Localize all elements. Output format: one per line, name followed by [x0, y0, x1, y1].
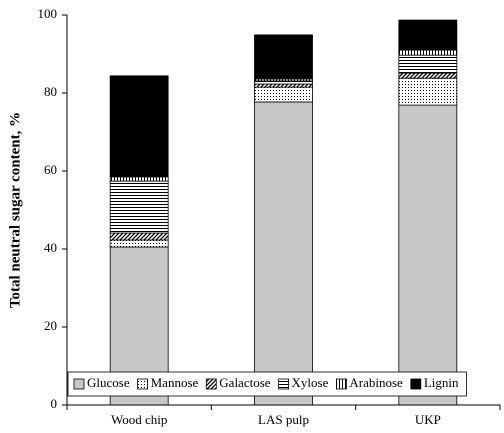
- bar-segment: [398, 19, 458, 51]
- y-tick-label: 80: [44, 84, 57, 99]
- bar-segment: [398, 72, 458, 79]
- y-tick-label: 40: [44, 240, 57, 255]
- y-tick-label: 20: [44, 318, 57, 333]
- legend-label: Glucose: [87, 375, 130, 390]
- bar-segment: [109, 176, 169, 182]
- bar-segment: [398, 49, 458, 56]
- x-tick-label: Wood chip: [111, 412, 167, 427]
- legend-swatch: [205, 378, 217, 390]
- bar-segment: [254, 83, 313, 88]
- legend-label: Mannose: [151, 375, 199, 390]
- legend-box: [67, 371, 467, 397]
- bar-segment: [109, 232, 169, 241]
- legend-swatch: [137, 378, 149, 390]
- legend-swatch: [335, 378, 347, 390]
- legend-label: Arabinose: [349, 375, 403, 390]
- bar-segment: [109, 180, 169, 234]
- bar-segment: [109, 75, 169, 178]
- bar-segment: [254, 34, 313, 80]
- y-tick-label: 100: [38, 6, 58, 21]
- x-tick-label: UKP: [415, 412, 441, 427]
- legend-label: Lignin: [424, 375, 459, 390]
- legend-label: Galactose: [219, 375, 270, 390]
- y-tick-label: 60: [44, 162, 57, 177]
- bar-segment: [398, 104, 458, 406]
- x-tick-label: LAS pulp: [258, 412, 309, 427]
- bar-segment: [109, 239, 169, 248]
- bar-segment: [254, 80, 313, 85]
- legend-swatch: [73, 378, 85, 390]
- legend-swatch: [410, 378, 422, 390]
- legend-label: Xylose: [292, 375, 329, 390]
- bar-segment: [398, 77, 458, 106]
- bar-segment: [254, 86, 313, 103]
- bar-segment: [398, 54, 458, 74]
- y-axis-label: Total neutral sugar content, %: [7, 112, 23, 308]
- y-tick-label: 0: [51, 396, 58, 411]
- legend: Glucose Mannose Galactose Xylose Arabinose Li…: [67, 371, 467, 397]
- legend-swatch: [278, 378, 289, 390]
- bar-segment: [254, 101, 313, 406]
